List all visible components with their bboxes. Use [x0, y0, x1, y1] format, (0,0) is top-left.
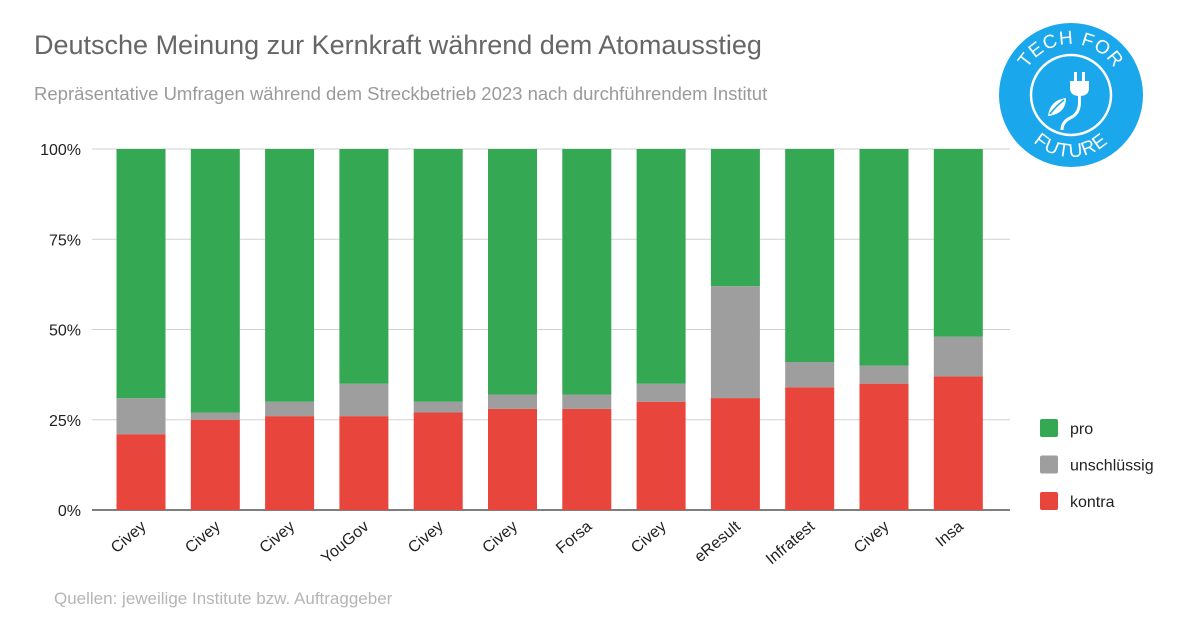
- x-category-label: Civey: [108, 518, 150, 557]
- legend-swatch: [1040, 419, 1058, 437]
- bar-segment-unschlssig: [933, 336, 983, 377]
- bar-stack: [636, 149, 686, 510]
- bar-segment-pro: [265, 149, 315, 402]
- legend-label: pro: [1070, 421, 1093, 438]
- tech-for-future-logo: TECH FOR FUTURE: [999, 23, 1143, 167]
- chart-subtitle: Repräsentative Umfragen während dem Stre…: [34, 83, 768, 104]
- bar-stack: [339, 149, 389, 510]
- bar-segment-kontra: [116, 434, 166, 510]
- x-category-label: Civey: [851, 518, 893, 557]
- bar-segment-pro: [785, 149, 835, 362]
- bar-segment-pro: [190, 149, 240, 413]
- bar-segment-unschlssig: [190, 412, 240, 420]
- bar-segment-pro: [339, 149, 389, 384]
- bar-segment-pro: [933, 149, 983, 337]
- x-category-label: Civey: [182, 518, 224, 557]
- bar-segment-pro: [859, 149, 909, 366]
- bar-segment-unschlssig: [710, 286, 760, 399]
- y-tick-label: 100%: [40, 142, 81, 159]
- chart-title: Deutsche Meinung zur Kernkraft während d…: [34, 30, 762, 60]
- bar-stack: [488, 149, 537, 510]
- bar-stack: [562, 149, 612, 510]
- bar-segment-unschlssig: [488, 394, 537, 409]
- legend-label: unschlüssig: [1070, 458, 1154, 475]
- bar-segment-unschlssig: [785, 361, 835, 388]
- x-category-label: Insa: [933, 518, 967, 551]
- bar-segment-pro: [636, 149, 686, 384]
- y-tick-label: 50%: [49, 323, 81, 340]
- bar-segment-kontra: [562, 408, 612, 510]
- source-note: Quellen: jeweilige Institute bzw. Auftra…: [54, 589, 393, 608]
- legend-label: kontra: [1070, 494, 1115, 511]
- bar-stack: [933, 149, 983, 510]
- bar-segment-pro: [562, 149, 612, 395]
- bar-stack: [785, 149, 835, 510]
- bar-stack: [859, 149, 909, 510]
- bars: [116, 149, 983, 510]
- legend: pro unschlüssig kontra: [1040, 419, 1154, 511]
- bar-stack: [265, 149, 315, 510]
- x-category-label: eResult: [691, 518, 744, 566]
- x-category-label: YouGov: [318, 518, 372, 567]
- y-axis-ticks: 0% 25% 50% 75% 100%: [40, 142, 81, 520]
- bar-segment-unschlssig: [339, 383, 389, 417]
- bar-segment-unschlssig: [116, 398, 166, 435]
- bar-segment-unschlssig: [636, 383, 686, 402]
- y-tick-label: 75%: [49, 232, 81, 249]
- bar-segment-kontra: [636, 401, 686, 510]
- bar-segment-unschlssig: [859, 365, 909, 384]
- y-tick-label: 25%: [49, 413, 81, 430]
- x-category-label: Infratest: [763, 518, 819, 569]
- bar-segment-kontra: [785, 387, 835, 510]
- bar-segment-unschlssig: [265, 401, 315, 417]
- bar-stack: [116, 149, 166, 510]
- logo-badge: [999, 23, 1143, 167]
- bar-segment-kontra: [413, 412, 463, 510]
- legend-swatch: [1040, 492, 1058, 510]
- x-axis-labels: Civey Civey Civey YouGov Civey Civey Forsa Cive…: [108, 518, 967, 569]
- x-category-label: Civey: [257, 518, 299, 557]
- bar-segment-kontra: [339, 416, 389, 510]
- y-tick-label: 0%: [58, 503, 81, 520]
- bar-segment-kontra: [190, 419, 240, 510]
- gridlines: [92, 148, 1010, 511]
- plug-leaf-icon: [1048, 72, 1089, 131]
- bar-stack: [710, 149, 760, 510]
- bar-segment-pro: [710, 149, 760, 287]
- x-category-label: Forsa: [553, 518, 595, 557]
- bar-segment-kontra: [710, 398, 760, 510]
- bar-segment-pro: [413, 149, 463, 402]
- bar-segment-kontra: [265, 416, 315, 510]
- bar-segment-kontra: [859, 383, 909, 510]
- bar-segment-unschlssig: [562, 394, 612, 409]
- bar-stack: [413, 149, 463, 510]
- bar-segment-unschlssig: [413, 401, 463, 413]
- bar-stack: [190, 149, 240, 510]
- bar-segment-pro: [488, 149, 537, 395]
- bar-segment-kontra: [933, 376, 983, 510]
- x-category-label: Civey: [479, 518, 521, 557]
- x-category-label: Civey: [405, 518, 447, 557]
- x-category-label: Civey: [628, 518, 670, 557]
- legend-swatch: [1040, 455, 1058, 474]
- bar-segment-kontra: [488, 408, 537, 510]
- bar-segment-pro: [116, 149, 166, 399]
